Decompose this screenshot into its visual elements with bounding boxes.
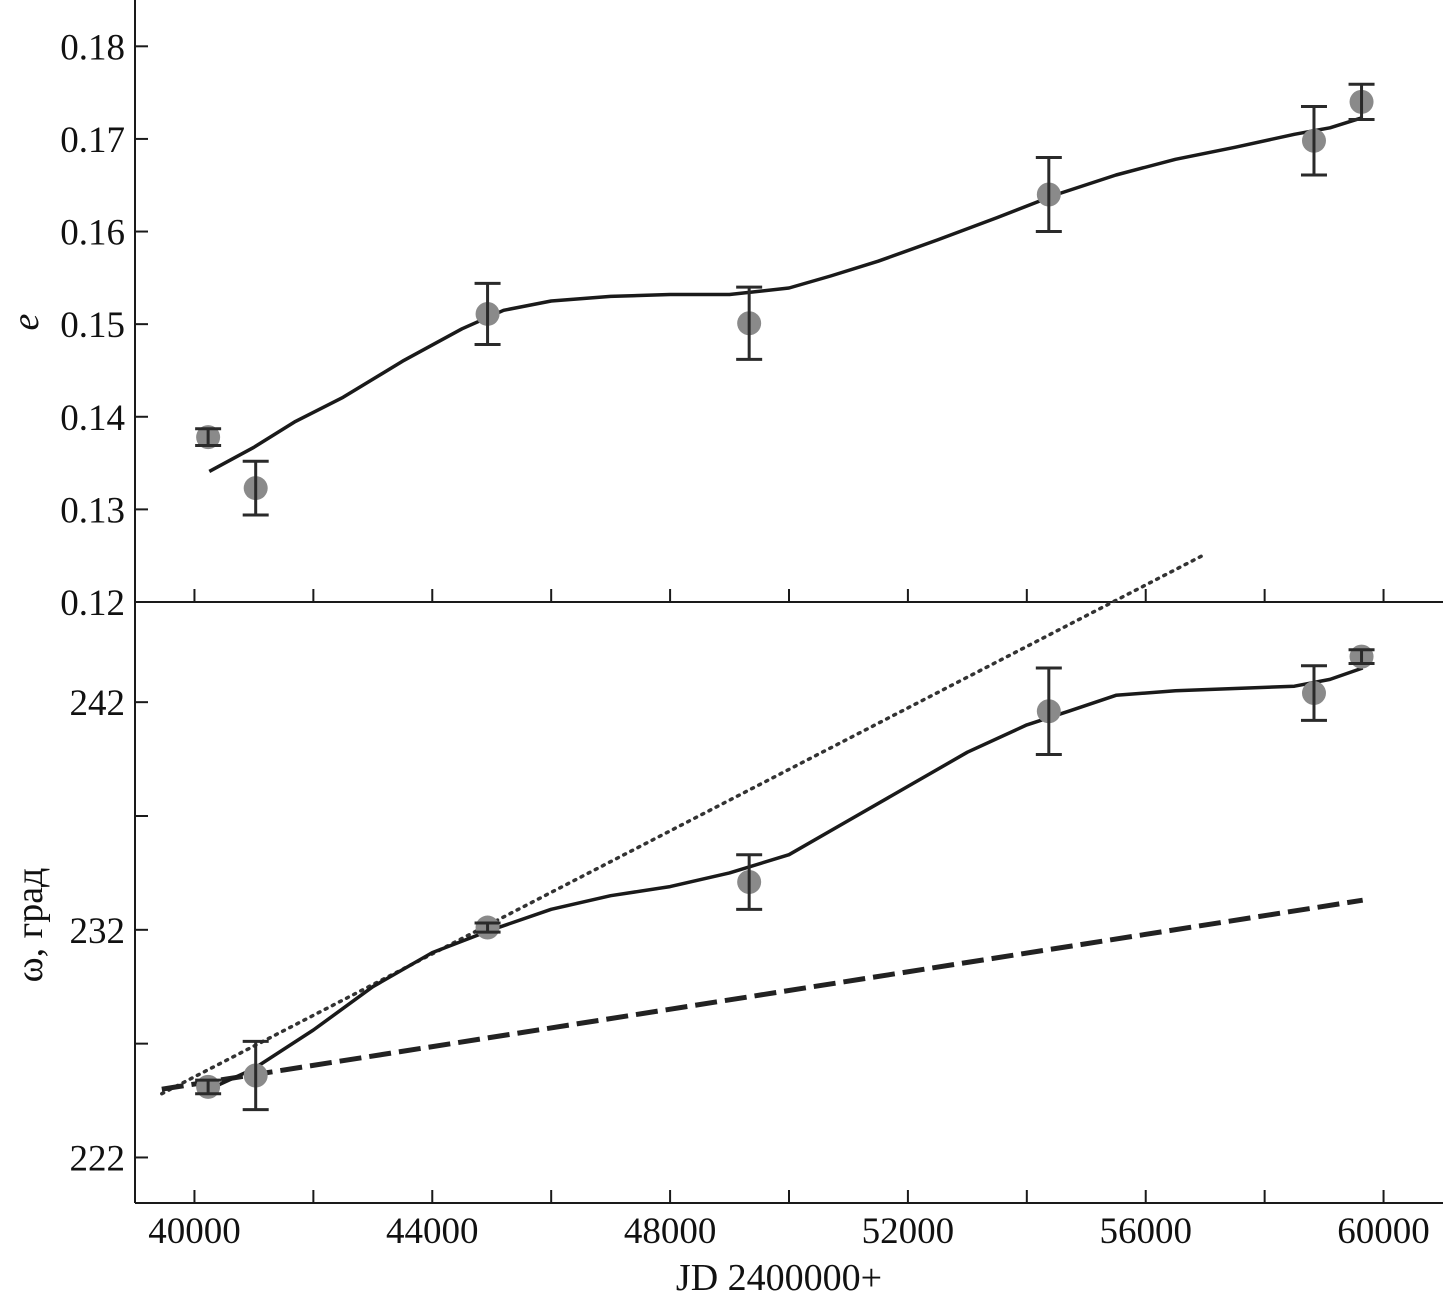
bottom-data-points <box>195 644 1375 1112</box>
bottom-y-tick-label: 242 <box>70 683 126 724</box>
bottom-reference-lines <box>160 552 1364 1096</box>
top-y-tick-label: 0.16 <box>60 213 125 254</box>
dotted-trend-line <box>160 552 1207 1096</box>
bottom-x-tick-label: 52000 <box>862 1211 955 1252</box>
bottom-x-tick-label: 56000 <box>1099 1211 1192 1252</box>
x-axis-label: JD 2400000+ <box>676 1257 882 1299</box>
bottom-x-tick-label: 60000 <box>1337 1211 1430 1252</box>
bottom-y-ticks: 222 232 242 <box>70 683 148 1179</box>
top-data-points <box>195 82 1375 517</box>
top-y-ticks: 0.12 0.13 0.14 0.15 0.16 0.17 0.18 <box>60 27 148 624</box>
top-y-tick-label: 0.13 <box>60 490 125 531</box>
top-y-tick-label: 0.12 <box>60 583 125 624</box>
dashed-trend-line <box>161 897 1364 1092</box>
bottom-x-tick-label: 40000 <box>148 1211 241 1252</box>
bottom-y-tick-label: 222 <box>70 1138 126 1179</box>
bottom-y-tick-label: 232 <box>70 911 126 952</box>
bottom-x-tick-label: 44000 <box>386 1211 479 1252</box>
bottom-model-curve <box>208 666 1364 1091</box>
top-y-tick-label: 0.17 <box>60 120 125 161</box>
top-y-tick-label: 0.18 <box>60 27 125 68</box>
top-y-tick-label: 0.14 <box>60 398 125 439</box>
top-y-tick-label: 0.15 <box>60 305 125 346</box>
bottom-model-line <box>208 666 1364 1091</box>
bottom-panel: 222 232 242 40000 44000 48000 52000 56000 60000… <box>9 552 1443 1299</box>
top-model-line <box>208 115 1364 473</box>
bottom-x-ticks: 40000 44000 48000 52000 56000 60000 <box>148 1190 1430 1252</box>
top-y-axis-label: e <box>5 313 47 330</box>
top-model-curve <box>208 115 1364 473</box>
top-panel: 0.12 0.13 0.14 0.15 0.16 0.17 0.18 e <box>5 0 1443 624</box>
bottom-x-tick-label: 48000 <box>624 1211 717 1252</box>
top-x-ticks <box>193 589 1385 602</box>
bottom-y-axis-label: ω, град <box>9 868 51 983</box>
